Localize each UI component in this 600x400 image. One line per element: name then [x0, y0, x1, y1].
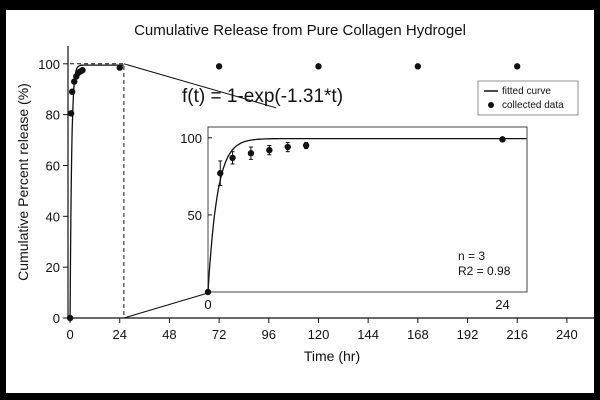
legend: fitted curve collected data	[477, 80, 579, 116]
main-y-ticks: 0 20 40 60 80 100	[38, 57, 68, 326]
data-point	[414, 63, 422, 70]
inset-plot: 50 100 0 24 n = 3 R2 = 0.98	[180, 126, 528, 312]
inset-data-point	[229, 154, 236, 162]
x-tick-label: 216	[506, 327, 528, 342]
y-tick-label: 100	[38, 57, 60, 72]
inset-data-point	[247, 150, 255, 157]
x-tick-label: 240	[556, 327, 578, 342]
data-point	[513, 63, 521, 70]
x-tick-label: 96	[262, 327, 276, 342]
legend-collected-data-label: collected data	[502, 100, 564, 111]
legend-collected-data-swatch	[488, 102, 494, 108]
zoom-connector-top	[123, 63, 277, 109]
zoom-region-outline	[70, 63, 125, 318]
inset-data-point	[302, 142, 310, 149]
chart-panel: Cumulative Release from Pure Collagen Hy…	[6, 10, 600, 393]
data-point	[67, 110, 75, 117]
x-tick-label: 168	[407, 327, 429, 342]
data-point	[66, 314, 74, 322]
x-tick-label: 144	[357, 327, 379, 342]
y-tick-label: 20	[46, 260, 60, 275]
inset-x-tick-label: 24	[495, 297, 509, 312]
inset-x-ticks: 0 24	[204, 297, 509, 312]
x-tick-label: 24	[113, 327, 127, 342]
y-tick-label: 80	[46, 108, 60, 123]
x-tick-label: 120	[308, 327, 330, 342]
data-point	[315, 63, 322, 70]
inset-annotation-n: n = 3	[458, 249, 485, 263]
chart-title: Cumulative Release from Pure Collagen Hy…	[134, 22, 466, 39]
main-fitted-curve	[69, 64, 124, 319]
inset-annotation-r2: R2 = 0.98	[458, 264, 511, 278]
inset-data-point	[217, 170, 224, 177]
inset-data-points	[204, 136, 506, 296]
data-point	[79, 66, 86, 74]
legend-box	[477, 80, 579, 116]
release-chart: Cumulative Release from Pure Collagen Hy…	[15, 22, 600, 364]
main-fitted-curve-group	[69, 64, 124, 319]
y-tick-label: 0	[53, 311, 60, 326]
data-point	[71, 78, 78, 85]
main-x-ticks: 0 24 48 72 96 120 144 168 192 216 240	[66, 318, 578, 342]
zoom-guides	[70, 63, 277, 319]
zoom-connector-bottom	[123, 292, 209, 319]
y-tick-label: 40	[46, 209, 60, 224]
inset-y-ticks: 50 100	[180, 131, 212, 223]
data-point	[116, 64, 123, 71]
y-axis-label: Cumulative Percent release (%)	[15, 83, 31, 281]
inset-fitted-curve	[207, 137, 527, 293]
y-tick-label: 60	[46, 158, 60, 173]
data-point	[68, 88, 76, 95]
x-axis-label: Time (hr)	[304, 348, 360, 364]
data-point	[215, 63, 223, 70]
inset-fitted-curve-group	[207, 137, 527, 293]
inset-data-point	[499, 136, 506, 143]
main-data-points	[66, 63, 521, 322]
x-tick-label: 72	[212, 327, 226, 342]
x-tick-label: 0	[66, 327, 73, 342]
inset-data-point	[284, 143, 291, 151]
x-tick-label: 192	[457, 327, 479, 342]
inset-data-point	[266, 146, 273, 154]
inset-y-tick-label: 100	[180, 131, 202, 146]
main-plot-frame	[67, 46, 600, 319]
inset-x-tick-label: 0	[204, 297, 211, 312]
equation-label: f(t) = 1-exp(-1.31*t)	[182, 86, 343, 107]
x-tick-label: 48	[162, 327, 176, 342]
inset-y-tick-label: 50	[188, 208, 202, 223]
inset-frame	[207, 126, 528, 293]
legend-fitted-curve-label: fitted curve	[502, 86, 551, 97]
inset-data-point	[204, 288, 212, 296]
